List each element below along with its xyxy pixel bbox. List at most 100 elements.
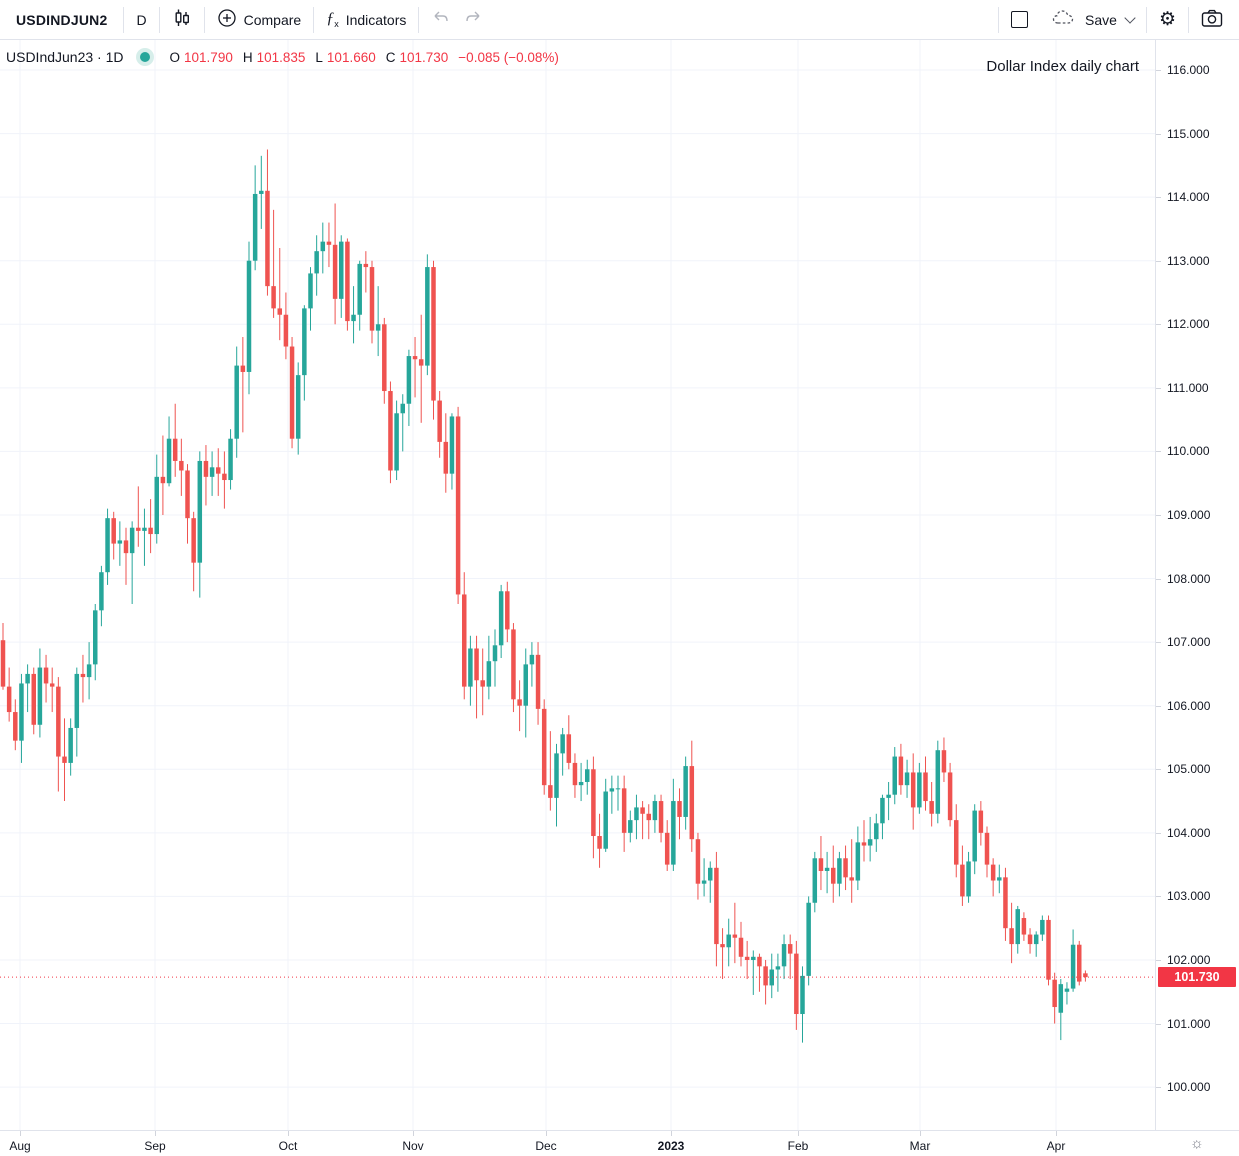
price-axis-label: 101.000 <box>1167 1016 1211 1031</box>
time-axis-tick <box>546 1131 547 1136</box>
price-axis-label: 104.000 <box>1167 825 1211 840</box>
theme-sun-icon[interactable]: ☼ <box>1190 1135 1204 1152</box>
interval-label: D <box>136 11 147 28</box>
toolbar-separator <box>313 6 315 33</box>
undo-icon <box>431 10 451 29</box>
price-axis-label: 102.000 <box>1167 952 1211 967</box>
toolbar-left-group: USDINDJUN2 D Compare ƒx <box>0 0 495 39</box>
toolbar-separator <box>1145 6 1147 33</box>
time-axis-label: Dec <box>535 1139 557 1153</box>
chart-area: USDIndJun23 · 1D O 101.790 H 101.835 L 101.… <box>0 40 1239 1156</box>
time-axis-tick <box>1056 1131 1057 1136</box>
toolbar-separator <box>1188 6 1189 33</box>
redo-button[interactable] <box>457 0 495 39</box>
settings-button[interactable]: ⚙ <box>1147 0 1188 39</box>
camera-icon <box>1201 9 1223 31</box>
chart-legend: USDIndJun23 · 1D O 101.790 H 101.835 L 101.… <box>6 49 559 65</box>
price-axis-label: 108.000 <box>1167 571 1211 586</box>
layout-square-icon <box>1011 11 1029 28</box>
price-axis-tick <box>1156 324 1161 326</box>
price-axis-label: 116.000 <box>1167 63 1210 77</box>
price-axis-tick <box>1156 514 1161 516</box>
time-axis-label: Nov <box>402 1139 424 1153</box>
top-toolbar: USDINDJUN2 D Compare ƒx <box>0 0 1239 40</box>
cloud-icon <box>1052 9 1076 30</box>
price-axis-tick <box>1156 1023 1161 1025</box>
candlestick-style-icon <box>172 8 192 31</box>
chart-style-button[interactable] <box>160 0 204 39</box>
price-axis-tick <box>1156 451 1161 453</box>
chart-annotation: Dollar Index daily chart <box>986 58 1139 75</box>
price-axis[interactable]: 101.730 116.000 115.000 114.000 113.000 112.… <box>1155 40 1239 1130</box>
indicators-label: Indicators <box>345 11 407 28</box>
price-axis-tick <box>1156 959 1161 961</box>
candlestick-chart[interactable] <box>0 40 1155 1130</box>
time-axis[interactable]: Aug Sep Oct Nov Dec 2023 Feb Mar Apr <box>0 1130 1239 1156</box>
close-label: C <box>385 49 396 65</box>
time-axis-label: 2023 <box>657 1139 685 1153</box>
high-value: 101.835 <box>256 49 306 65</box>
high-label: H <box>242 49 253 65</box>
time-axis-label: Apr <box>1046 1139 1066 1153</box>
price-axis-label: 111.000 <box>1167 380 1209 395</box>
open-label: O <box>169 49 181 65</box>
price-axis-label: 107.000 <box>1167 635 1211 650</box>
low-value: 101.660 <box>326 49 376 65</box>
toolbar-separator <box>123 6 125 33</box>
close-value: 101.730 <box>399 49 449 65</box>
price-axis-label: 109.000 <box>1167 507 1211 522</box>
price-axis-tick <box>1156 769 1161 771</box>
toolbar-right-group: Save ⚙ <box>998 0 1239 39</box>
market-status-dot-icon <box>139 52 150 62</box>
symbol-button[interactable]: USDINDJUN2 <box>0 0 123 39</box>
price-axis-label: 115.000 <box>1167 126 1210 141</box>
compare-button[interactable]: Compare <box>205 0 314 39</box>
price-axis-label: 110.000 <box>1167 444 1210 459</box>
toolbar-separator <box>998 6 1000 33</box>
price-axis-label: 105.000 <box>1167 762 1211 777</box>
price-axis-tick <box>1156 70 1161 71</box>
price-axis-label: 103.000 <box>1167 889 1211 904</box>
toolbar-separator <box>203 6 205 33</box>
legend-ohlc: O 101.790 H 101.835 L 101.660 C 101.730 −0.0… <box>164 50 559 65</box>
time-axis-tick <box>20 1131 21 1136</box>
undo-button[interactable] <box>419 0 457 39</box>
fx-indicators-icon: ƒx <box>326 9 339 30</box>
price-axis-tick <box>1156 1087 1161 1089</box>
price-axis-label: 112.000 <box>1167 317 1210 332</box>
price-axis-tick <box>1156 896 1161 898</box>
price-axis-tick <box>1156 705 1161 707</box>
time-axis-label: Oct <box>278 1139 298 1153</box>
low-label: L <box>315 49 323 65</box>
price-axis-tick <box>1156 197 1161 199</box>
open-value: 101.790 <box>184 49 233 65</box>
indicators-button[interactable]: ƒx Indicators <box>314 0 418 39</box>
interval-button[interactable]: D <box>124 0 158 39</box>
change-value: −0.085 (−0.08%) <box>458 49 559 65</box>
price-axis-tick <box>1156 387 1161 389</box>
price-axis-label: 113.000 <box>1167 253 1210 268</box>
legend-symbol-title[interactable]: USDIndJun23 · 1D <box>6 49 124 65</box>
symbol-label: USDINDJUN2 <box>16 11 108 28</box>
gear-icon: ⚙ <box>1158 9 1176 30</box>
time-axis-label: Sep <box>144 1139 166 1153</box>
price-axis-tick <box>1156 642 1161 644</box>
price-axis-label: 114.000 <box>1167 190 1210 205</box>
time-axis-tick <box>155 1131 156 1136</box>
price-axis-label: 106.000 <box>1167 698 1211 713</box>
save-button[interactable]: Save <box>1040 0 1146 39</box>
price-axis-tick <box>1156 832 1161 834</box>
time-axis-label: Aug <box>9 1139 31 1153</box>
price-axis-tick <box>1156 578 1161 580</box>
layout-button[interactable] <box>999 0 1040 39</box>
price-axis-tick <box>1156 133 1161 135</box>
price-axis-tick <box>1156 260 1161 262</box>
snapshot-button[interactable] <box>1189 0 1239 39</box>
time-axis-tick <box>671 1131 672 1136</box>
time-axis-tick <box>920 1131 921 1136</box>
time-axis-tick <box>413 1131 414 1136</box>
time-axis-tick <box>288 1131 289 1136</box>
toolbar-separator <box>418 6 420 33</box>
compare-plus-icon <box>217 8 237 31</box>
time-axis-tick <box>798 1131 799 1136</box>
